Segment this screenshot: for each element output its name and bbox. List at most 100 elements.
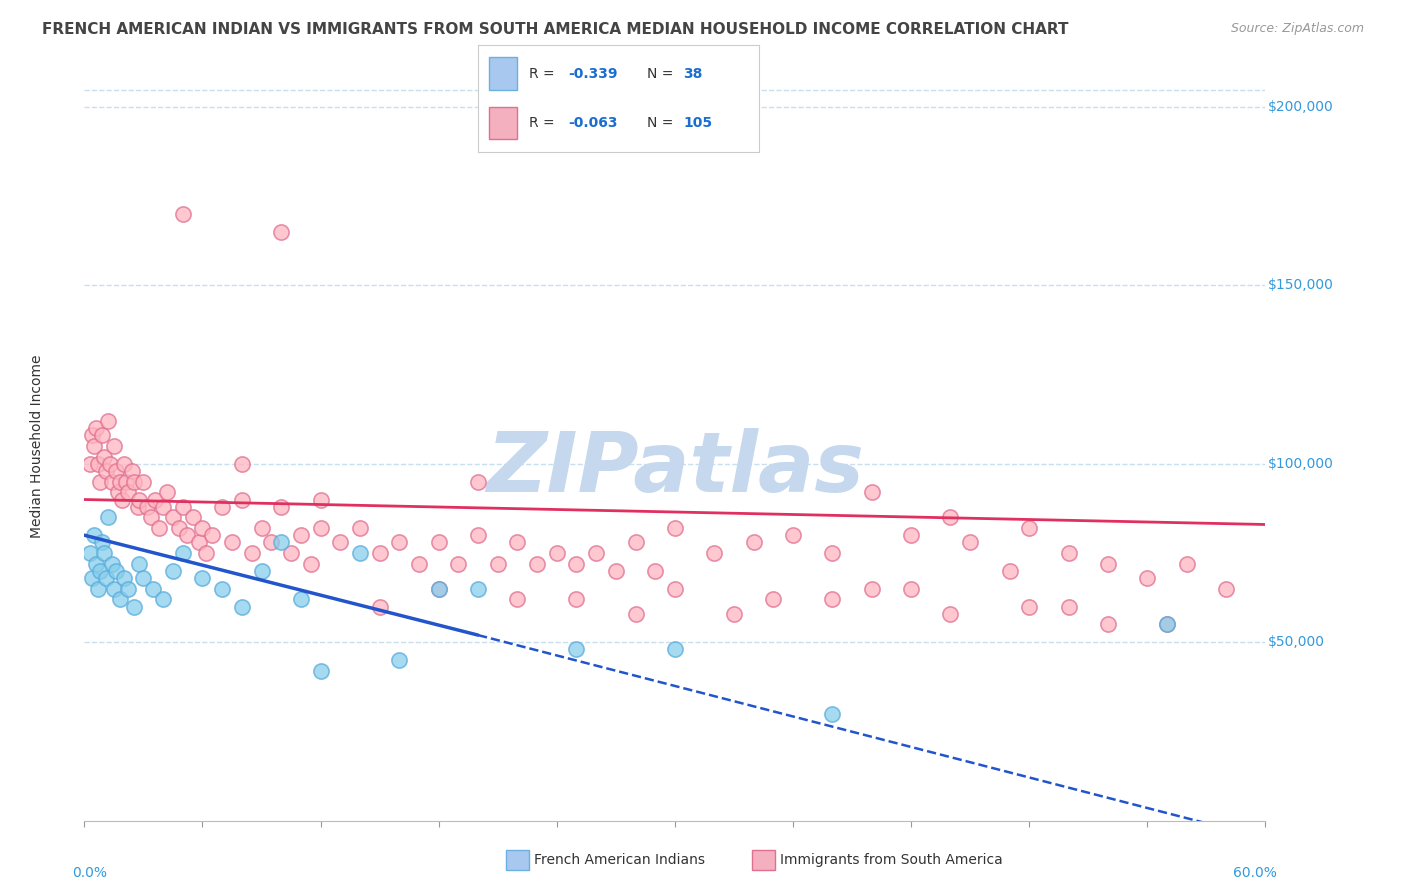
Point (240, 546, 263, 560)
Point (87, 582, 110, 596)
Point (97, 510, 120, 524)
Point (112, 457, 135, 471)
Point (108, 592, 131, 607)
Point (723, 607, 745, 621)
Point (211, 582, 233, 596)
Point (82, 571, 104, 585)
Text: N =: N = (647, 116, 678, 129)
Point (368, 599, 391, 614)
Point (821, 546, 844, 560)
Point (1175, 557, 1198, 571)
Point (176, 528, 198, 542)
Point (231, 599, 253, 614)
Text: Median Household Income: Median Household Income (30, 354, 44, 538)
Point (132, 571, 155, 585)
Point (112, 571, 135, 585)
Point (565, 642, 588, 657)
Point (526, 557, 548, 571)
Point (427, 582, 450, 596)
Point (91, 428, 114, 442)
Point (187, 535, 209, 549)
Point (156, 485, 179, 500)
Point (998, 564, 1021, 578)
Point (128, 492, 150, 507)
Point (107, 485, 129, 500)
Point (94, 571, 117, 585)
Point (250, 564, 273, 578)
Point (624, 607, 647, 621)
Point (329, 535, 352, 549)
Point (467, 475, 489, 489)
Text: 38: 38 (683, 67, 703, 80)
Point (143, 492, 166, 507)
Point (388, 535, 411, 549)
Text: R =: R = (529, 67, 558, 80)
Point (280, 546, 302, 560)
Point (585, 546, 607, 560)
Point (87, 457, 110, 471)
Text: -0.063: -0.063 (568, 116, 617, 129)
Point (97, 414, 120, 428)
Text: FRENCH AMERICAN INDIAN VS IMMIGRANTS FROM SOUTH AMERICA MEDIAN HOUSEHOLD INCOME : FRENCH AMERICAN INDIAN VS IMMIGRANTS FRO… (42, 22, 1069, 37)
Point (349, 546, 371, 560)
Point (447, 557, 470, 571)
Point (1097, 617, 1119, 632)
Text: $100,000: $100,000 (1268, 457, 1334, 471)
Point (191, 571, 214, 585)
Point (94, 464, 117, 478)
Point (644, 564, 666, 578)
Point (1018, 599, 1040, 614)
Point (172, 546, 194, 560)
Point (290, 528, 312, 542)
Point (142, 582, 165, 596)
Point (167, 521, 190, 535)
Point (103, 582, 125, 596)
Point (103, 439, 125, 453)
Point (349, 521, 371, 535)
Point (89, 564, 111, 578)
Point (605, 564, 627, 578)
Point (388, 653, 411, 667)
Point (84, 557, 107, 571)
Bar (489, 107, 517, 139)
Point (742, 535, 765, 549)
Point (939, 510, 962, 524)
Point (368, 546, 391, 560)
Point (231, 457, 253, 471)
Text: French American Indians: French American Indians (534, 853, 706, 867)
Point (624, 535, 647, 549)
Text: $150,000: $150,000 (1268, 278, 1334, 293)
Point (89, 475, 111, 489)
Point (122, 475, 145, 489)
Point (93, 546, 115, 560)
Point (136, 500, 159, 514)
Point (939, 607, 962, 621)
Point (104, 464, 127, 478)
Point (546, 546, 568, 560)
Point (486, 557, 509, 571)
Point (959, 535, 981, 549)
Point (83, 439, 105, 453)
Point (900, 528, 922, 542)
Point (290, 592, 312, 607)
Point (664, 521, 686, 535)
Point (506, 592, 529, 607)
Text: N =: N = (647, 67, 678, 80)
Text: 0.0%: 0.0% (73, 865, 107, 880)
Point (172, 500, 194, 514)
Point (128, 557, 150, 571)
Point (181, 510, 204, 524)
Point (565, 592, 588, 607)
Point (250, 521, 273, 535)
Point (201, 528, 224, 542)
Point (427, 582, 450, 596)
Point (762, 592, 785, 607)
Point (211, 500, 233, 514)
Point (703, 546, 725, 560)
Bar (489, 57, 517, 89)
Point (172, 207, 194, 221)
Point (782, 528, 804, 542)
Point (127, 500, 149, 514)
Point (117, 485, 139, 500)
Point (98, 457, 121, 471)
